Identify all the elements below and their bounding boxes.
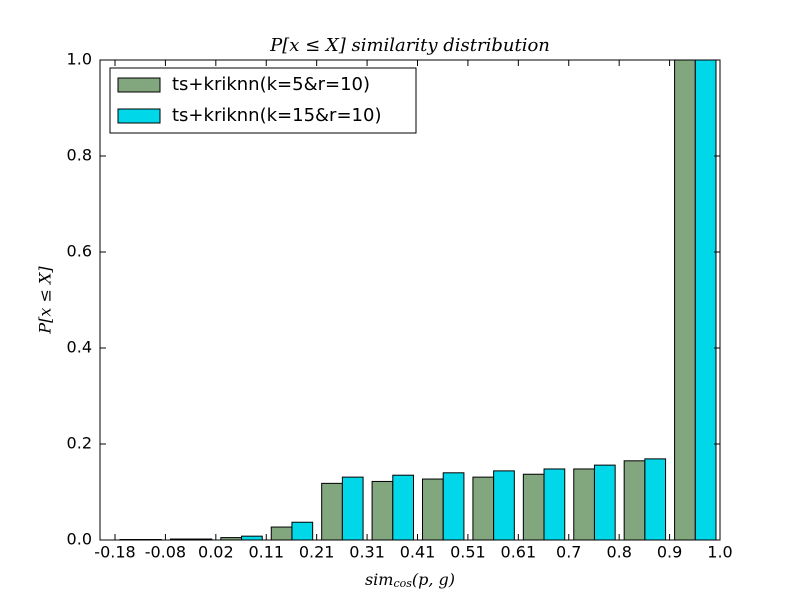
x-tick-label: -0.08	[145, 543, 186, 562]
legend-label: ts+kriknn(k=15&r=10)	[172, 105, 381, 126]
x-tick-label: 1.0	[707, 543, 732, 562]
x-tick-label: 0.21	[299, 543, 335, 562]
bar	[291, 521, 314, 541]
x-tick-label: 0.8	[606, 543, 631, 562]
x-tick-label: 0.11	[248, 543, 284, 562]
y-axis-label: P[x ≤ X]	[36, 266, 55, 335]
x-label-part: (p, g)	[412, 570, 455, 589]
x-tick-label: 0.61	[501, 543, 537, 562]
bar	[392, 474, 414, 541]
x-tick-label: 0.31	[349, 543, 385, 562]
bar	[371, 480, 394, 541]
chart-title: P[x ≤ X] similarity distribution	[269, 35, 550, 56]
legend: ts+kriknn(k=5&r=10) ts+kriknn(k=15&r=10)	[109, 67, 417, 134]
bar	[593, 464, 616, 541]
x-label-part: sim	[365, 570, 394, 589]
bar	[493, 470, 515, 541]
x-tick-label: 0.51	[450, 543, 486, 562]
bar	[694, 59, 717, 541]
bar	[644, 458, 667, 541]
legend-frame	[109, 67, 417, 134]
plot-frame	[99, 59, 721, 541]
x-tick-label: 0.7	[556, 543, 581, 562]
legend-label: ts+kriknn(k=5&r=10)	[172, 74, 370, 95]
y-tick-label: 0.2	[67, 434, 92, 453]
bar	[270, 526, 293, 541]
y-tick-label: 0.4	[67, 338, 92, 357]
bar	[321, 482, 343, 541]
y-tick-label: 1.0	[67, 50, 92, 69]
y-tick-label: 0.6	[67, 242, 92, 261]
bar	[442, 472, 465, 541]
bar	[674, 59, 696, 541]
x-axis-label: simcos(p, g)	[365, 570, 455, 591]
bar	[241, 535, 263, 541]
y-tick-label: 0.0	[67, 530, 92, 549]
bar	[543, 468, 566, 541]
legend-swatch	[117, 108, 161, 124]
y-tick-label: 0.8	[67, 146, 92, 165]
bar	[623, 460, 646, 541]
bar	[472, 476, 495, 541]
bar	[522, 473, 545, 541]
legend-swatch	[117, 77, 161, 93]
bar	[341, 476, 364, 541]
x-tick-label: -0.18	[94, 543, 135, 562]
x-tick-label: 0.9	[657, 543, 682, 562]
bar	[573, 468, 595, 541]
bar	[422, 478, 444, 541]
x-tick-label: 0.41	[400, 543, 436, 562]
x-tick-label: 0.02	[198, 543, 234, 562]
x-label-part: cos	[393, 577, 412, 590]
